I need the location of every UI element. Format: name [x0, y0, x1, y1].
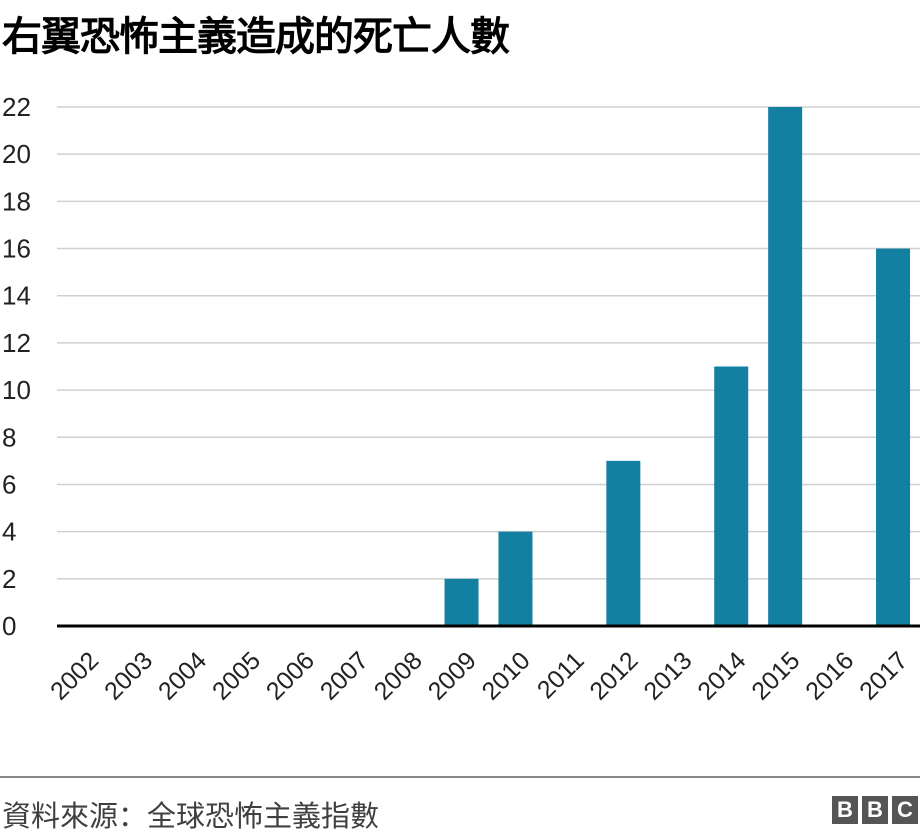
y-tick-label: 14 [2, 281, 31, 311]
x-tick-label: 2015 [746, 646, 805, 705]
y-tick-label: 18 [2, 186, 31, 216]
bar-2015 [768, 107, 803, 626]
x-tick-label: 2009 [423, 646, 482, 705]
x-tick-label: 2008 [369, 646, 428, 705]
source-note: 資料來源：全球恐怖主義指數 [2, 801, 380, 833]
x-tick-label: 2010 [477, 646, 536, 705]
y-tick-label: 10 [2, 375, 31, 405]
y-tick-label: 12 [2, 328, 31, 358]
y-tick-label: 6 [2, 469, 16, 499]
y-tick-label: 16 [2, 234, 31, 264]
x-tick-label: 2002 [45, 646, 104, 705]
y-tick-label: 22 [2, 92, 31, 122]
x-tick-label: 2007 [315, 646, 374, 705]
y-tick-label: 0 [2, 611, 16, 641]
bar-2009 [444, 578, 479, 626]
x-tick-label: 2016 [800, 646, 859, 705]
x-tick-label: 2003 [99, 646, 158, 705]
y-tick-label: 8 [2, 422, 16, 452]
y-tick-label: 20 [2, 139, 31, 169]
y-tick-label: 4 [2, 517, 16, 547]
x-tick-label: 2004 [153, 646, 212, 705]
x-tick-label: 2006 [261, 646, 320, 705]
x-tick-label: 2017 [854, 646, 913, 705]
bar-2014 [714, 366, 749, 626]
x-tick-label: 2014 [692, 646, 751, 705]
chart-title: 右翼恐怖主義造成的死亡人數 [2, 15, 510, 59]
bar-2010 [498, 531, 533, 626]
y-tick-label: 2 [2, 564, 16, 594]
footer-divider [0, 776, 920, 778]
x-tick-label: 2005 [207, 646, 266, 705]
x-tick-label: 2012 [584, 646, 643, 705]
bar-2017 [876, 248, 911, 626]
x-tick-label: 2013 [638, 646, 697, 705]
x-tick-label: 2011 [532, 646, 590, 704]
bar-2012 [606, 460, 641, 626]
